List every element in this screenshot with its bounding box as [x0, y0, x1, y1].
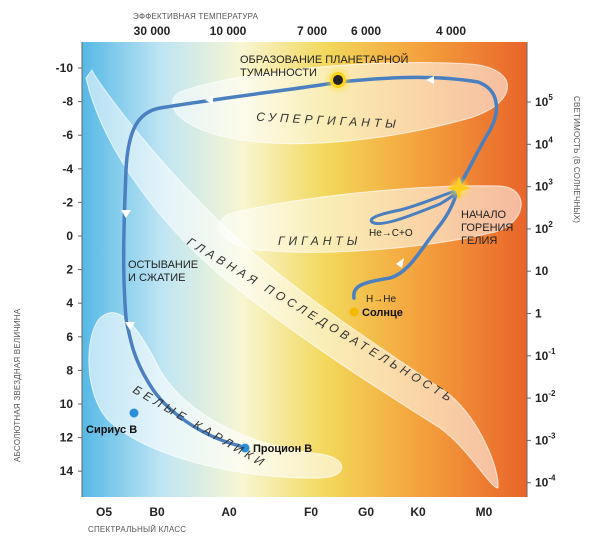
track-arrow — [426, 76, 434, 84]
bottom-tick: F0 — [304, 505, 318, 519]
sun-label: Солнце — [362, 307, 403, 319]
left-tick-label: -10 — [56, 61, 74, 75]
left-tick-label: -2 — [62, 195, 73, 209]
helium-label-line2: ГОРЕНИЯ — [461, 222, 513, 234]
bottom-tick: A0 — [221, 505, 237, 519]
right-tick-label: 1 — [535, 307, 542, 321]
left-tick-label: 0 — [66, 229, 73, 243]
track-arrow — [205, 96, 213, 104]
left-tick-label: 12 — [60, 431, 74, 445]
nebula-label-line2: ТУМАННОСТИ — [240, 67, 317, 79]
right-tick-label: 10-4 — [535, 474, 556, 490]
right-tick-label: 104 — [535, 135, 553, 151]
top-tick: 4 000 — [436, 24, 466, 38]
nebula-label-line1: ОБРАЗОВАНИЕ ПЛАНЕТАРНОЙ — [240, 53, 408, 66]
left-tick-label: 8 — [66, 363, 73, 377]
top-tick: 10 000 — [210, 24, 247, 38]
right-tick-label: 103 — [535, 178, 553, 194]
bottom-axis-title: СПЕКТРАЛЬНЫЙ КЛАСС — [88, 525, 186, 534]
bottom-tick: K0 — [410, 505, 426, 519]
left-tick-label: -8 — [62, 95, 73, 109]
right-tick-label: 10-1 — [535, 347, 556, 363]
procyon-b-label: Процион В — [253, 443, 312, 455]
h-reaction-label: H→He — [366, 294, 396, 305]
sirius-b-label: Сириус В — [86, 424, 137, 436]
left-axis-ticks: -10 -8 -6 -4 -2 0 2 4 6 8 10 12 14 — [56, 61, 82, 478]
track-arrow — [125, 322, 135, 330]
track-arrow — [396, 258, 404, 268]
sirius-b-marker — [129, 408, 139, 418]
bottom-tick: G0 — [358, 505, 374, 519]
right-tick-label: 10-3 — [535, 431, 556, 447]
left-axis-title: АБСОЛЮТНАЯ ЗВЕЗДНАЯ ВЕЛИЧИНА — [13, 308, 22, 462]
left-tick-label: 6 — [66, 330, 73, 344]
left-tick-label: 2 — [66, 263, 73, 277]
top-axis-title: ЭФФЕКТИВНАЯ ТЕМПЕРАТУРА — [133, 12, 259, 21]
bottom-tick: O5 — [96, 505, 112, 519]
nebula-core-icon — [333, 75, 343, 85]
left-tick-label: 14 — [60, 464, 74, 478]
bottom-tick: M0 — [476, 505, 493, 519]
right-tick-label: 10-2 — [535, 389, 556, 405]
cooling-label-line1: ОСТЫВАНИЕ — [128, 259, 198, 271]
helium-flash-icon — [447, 176, 471, 200]
right-tick-label: 10 — [535, 264, 549, 278]
left-tick-label: 4 — [66, 296, 73, 310]
right-tick-label: 102 — [535, 220, 553, 236]
giants-label: ГИГАНТЫ — [278, 234, 361, 248]
main-sequence-region — [85, 68, 499, 489]
cooling-label-line2: И СЖАТИЕ — [128, 272, 186, 284]
left-tick-label: 10 — [60, 397, 74, 411]
supergiants-region — [171, 61, 508, 145]
sun-marker — [349, 307, 359, 317]
white-dwarfs-region — [88, 312, 343, 479]
procyon-b-marker — [240, 443, 250, 453]
top-tick: 7 000 — [297, 24, 327, 38]
bottom-tick: B0 — [149, 505, 165, 519]
right-axis-title: СВЕТИМОСТЬ (В СОЛНЕЧНЫХ) — [572, 96, 581, 223]
helium-label-line3: ГЕЛИЯ — [461, 235, 497, 247]
track-arrow — [121, 210, 131, 218]
helium-loop — [369, 188, 460, 226]
top-tick: 30 000 — [134, 24, 171, 38]
helium-label-line1: НАЧАЛО — [461, 209, 507, 221]
he-reaction-label: He→C+O — [369, 228, 413, 239]
left-tick-label: -4 — [62, 162, 73, 176]
top-tick: 6 000 — [351, 24, 381, 38]
right-tick-label: 105 — [535, 93, 553, 109]
left-tick-label: -6 — [62, 128, 73, 142]
